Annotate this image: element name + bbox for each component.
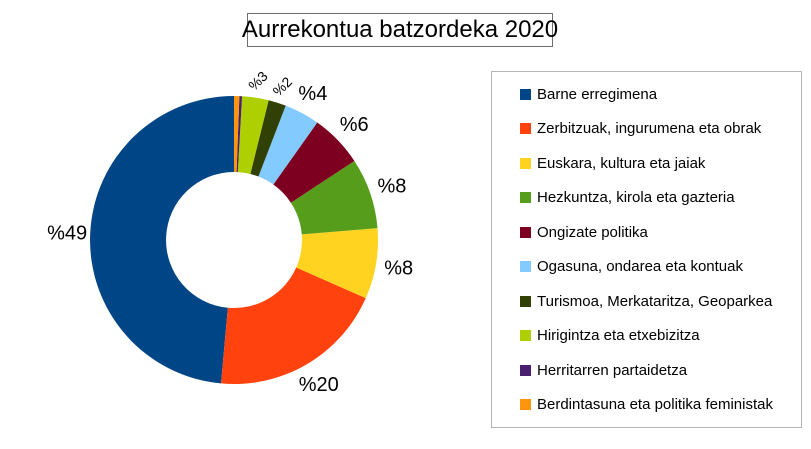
legend-item: Hirigintza eta etxebizitza [520, 328, 797, 343]
slice-percent-label: %20 [299, 374, 339, 396]
legend-color-swatch [520, 192, 531, 204]
slice-percent-label: %8 [377, 176, 406, 198]
legend-item: Berdintasuna eta politika feministak [520, 397, 797, 412]
legend-color-swatch [520, 398, 531, 410]
legend-item-label: Euskara, kultura eta jaiak [537, 154, 706, 172]
legend-item: Euskara, kultura eta jaiak [520, 156, 797, 171]
legend-color-swatch [520, 89, 531, 100]
pie-slice [273, 122, 355, 203]
legend-item: Ongizate politika [520, 225, 797, 240]
legend-item: Zerbitzuak, ingurumena eta obrak [520, 121, 797, 136]
legend-color-swatch [520, 364, 531, 376]
legend-item-label: Herritarren partaidetza [537, 361, 688, 379]
legend-item-label: Turismoa, Merkataritza, Geoparkea [537, 292, 773, 310]
pie-slice [237, 96, 269, 174]
pie-slice [236, 96, 243, 173]
legend-item-label: Ogasuna, ondarea eta kontuak [537, 258, 743, 276]
legend-item: Herritarren partaidetza [520, 363, 797, 378]
slice-percent-label: %3 [245, 68, 271, 94]
legend-item-label: Hirigintza eta etxebizitza [537, 327, 700, 345]
pie-slice [296, 228, 379, 299]
slice-percent-label: %4 [298, 83, 327, 105]
slice-percent-label: %8 [384, 258, 413, 280]
legend-color-swatch [520, 157, 531, 169]
legend-color-swatch [520, 261, 531, 273]
legend-item-label: Barne erregimena [537, 86, 658, 103]
slice-percent-label: %2 [269, 73, 295, 99]
legend-item-label: Zerbitzuak, ingurumena eta obrak [537, 120, 762, 138]
legend-color-swatch [520, 295, 531, 307]
legend-item-label: Hezkuntza, kirola eta gazteria [537, 189, 735, 207]
slice-percent-label: %49 [47, 222, 87, 244]
chart-legend: Barne erregimena Zerbitzuak, ingurumena e… [491, 71, 802, 428]
pie-slice [258, 105, 318, 185]
pie-slice [250, 100, 286, 177]
pie-slice [234, 96, 240, 173]
slice-percent-label: %6 [340, 114, 369, 136]
legend-item: Ogasuna, ondarea eta kontuak [520, 259, 797, 274]
pie-slice [221, 267, 366, 384]
legend-color-swatch [520, 330, 531, 342]
pie-slice [290, 161, 378, 235]
legend-item: Turismoa, Merkataritza, Geoparkea [520, 294, 797, 309]
legend-item-label: Ongizate politika [537, 223, 648, 241]
legend-color-swatch [520, 226, 531, 238]
legend-color-swatch [520, 123, 531, 135]
chart-title: Aurrekontua batzordeka 2020 [241, 16, 559, 43]
legend-item-label: Berdintasuna eta politika feministak [537, 395, 773, 413]
chart-title-box: Aurrekontua batzordeka 2020 [242, 13, 558, 47]
legend-item: Hezkuntza, kirola eta gazteria [520, 190, 797, 205]
legend-item: Barne erregimena [520, 87, 797, 102]
pie-slice [90, 96, 234, 384]
